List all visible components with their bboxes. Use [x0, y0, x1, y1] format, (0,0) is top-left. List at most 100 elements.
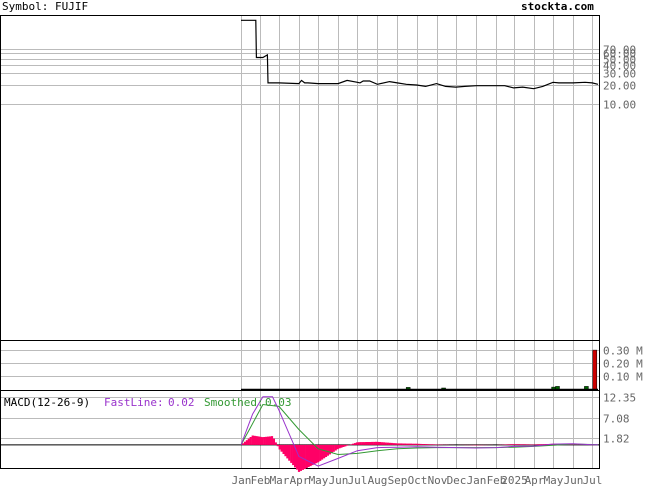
macd-histogram-bar [407, 443, 411, 445]
x-tick-label: May [544, 474, 564, 486]
macd-histogram-bar [261, 437, 264, 445]
macd-histogram-bar [286, 444, 289, 459]
macd-histogram-bar [288, 444, 291, 461]
x-tick-label: Oct [408, 474, 428, 486]
smoothed-value: 0.03 [265, 396, 292, 409]
x-tick-label: Aug [368, 474, 388, 486]
macd-histogram-bar [539, 444, 542, 445]
macd-histogram-bar [330, 444, 333, 454]
volume-bar [592, 349, 598, 390]
x-tick-label: Jan [232, 474, 252, 486]
macd-histogram-bar [510, 444, 513, 445]
macd-histogram-bar [521, 444, 524, 445]
macd-histogram-bar [278, 444, 281, 450]
macd-histogram-bar [409, 443, 412, 445]
macd-histogram-bar [351, 443, 355, 445]
macd-histogram-bar [388, 442, 391, 445]
macd-smoothed-line [240, 403, 599, 456]
price-line [241, 19, 599, 90]
macd-y-tick: 1.82 [603, 433, 630, 446]
price-y-tick: 60.00 [603, 48, 636, 61]
macd-histogram-bar [431, 444, 434, 445]
price-y-tick: 10.00 [603, 99, 636, 112]
macd-histogram-bar [380, 442, 384, 445]
x-tick-label: Apr [525, 474, 545, 486]
macd-histogram-bar [272, 438, 275, 445]
macd-histogram-bar [296, 444, 299, 470]
macd-histogram-bar [361, 442, 364, 445]
macd-histogram-bar [334, 444, 337, 451]
macd-histogram-bar [371, 441, 374, 445]
x-tick-label: 2025 [501, 474, 528, 486]
macd-histogram-bar [338, 444, 341, 449]
macd-histogram-bar [519, 444, 522, 445]
macd-histogram-bar [421, 444, 424, 445]
macd-histogram-bar [344, 444, 347, 447]
price-y-tick: 50.00 [603, 54, 636, 67]
macd-histogram-bar [378, 442, 382, 445]
macd-histogram-bar [328, 444, 331, 455]
macd-histogram-bar [257, 436, 260, 445]
macd-histogram-bar [292, 444, 295, 466]
volume-y-tick: 0.30 M [603, 345, 643, 358]
macd-histogram-bar [309, 444, 312, 467]
macd-histogram-bar [350, 444, 353, 445]
macd-histogram-bar [392, 443, 395, 445]
macd-histogram-bar [375, 441, 378, 445]
volume-y-tick: 0.10 M [603, 371, 643, 384]
macd-histogram-bar [369, 442, 372, 445]
macd-histogram-bar [332, 444, 335, 452]
volume-bar [441, 387, 446, 390]
x-tick-label: Jun [329, 474, 349, 486]
x-tick-label: Nov [428, 474, 448, 486]
x-tick-label: Jun [564, 474, 584, 486]
macd-histogram-bar [404, 443, 407, 445]
x-tick-label: Feb [251, 474, 271, 486]
macd-histogram-bar [274, 442, 277, 445]
macd-y-tick: 12.35 [603, 392, 636, 405]
macd-histogram-bar [270, 436, 274, 445]
macd-histogram-bar [415, 443, 418, 445]
macd-y-tick: 7.08 [603, 413, 630, 426]
macd-histogram-bar [377, 441, 380, 445]
price-y-tick: 70.00 [603, 44, 636, 57]
macd-histogram-bar [297, 444, 301, 472]
macd-histogram-bar [315, 444, 318, 464]
volume-bar [551, 386, 556, 390]
macd-histogram-bar [241, 443, 245, 445]
macd-histogram-bar [390, 442, 393, 445]
macd-histogram-bar [433, 444, 436, 445]
macd-histogram-bar [384, 442, 387, 445]
macd-histogram-bar [396, 443, 399, 445]
macd-histogram-bar [243, 441, 247, 445]
macd-histogram-bar [319, 444, 322, 461]
x-tick-label: Sep [388, 474, 408, 486]
macd-histogram-bar [523, 444, 526, 445]
macd-histogram-bar [402, 443, 405, 445]
macd-histogram-bar [311, 444, 314, 466]
volume-y-tick: 0.20 M [603, 358, 643, 371]
macd-histogram-bar [512, 444, 515, 445]
macd-histogram-bar [301, 444, 304, 470]
macd-histogram-bar [527, 444, 530, 445]
macd-fast-line [240, 396, 599, 467]
macd-histogram-bar [313, 444, 316, 465]
macd-histogram-bar [303, 444, 306, 469]
macd-histogram-bar [508, 444, 511, 445]
macd-histogram-bar [263, 437, 266, 445]
volume-bar [584, 386, 589, 390]
macd-histogram-bar [267, 436, 270, 445]
macd-histogram-bar [363, 442, 366, 445]
macd-histogram-bar [398, 443, 401, 445]
site-name: stockta.com [521, 0, 594, 13]
x-tick-label: Jan [467, 474, 487, 486]
macd-histogram-bar [373, 441, 376, 445]
macd-histogram-bar [541, 444, 544, 445]
macd-histogram-bar [355, 442, 358, 445]
macd-histogram-bar [406, 443, 409, 445]
price-y-tick: 30.00 [603, 68, 636, 81]
macd-histogram-bar [359, 442, 362, 445]
volume-bar [555, 386, 560, 390]
macd-histogram-bar [342, 444, 345, 447]
